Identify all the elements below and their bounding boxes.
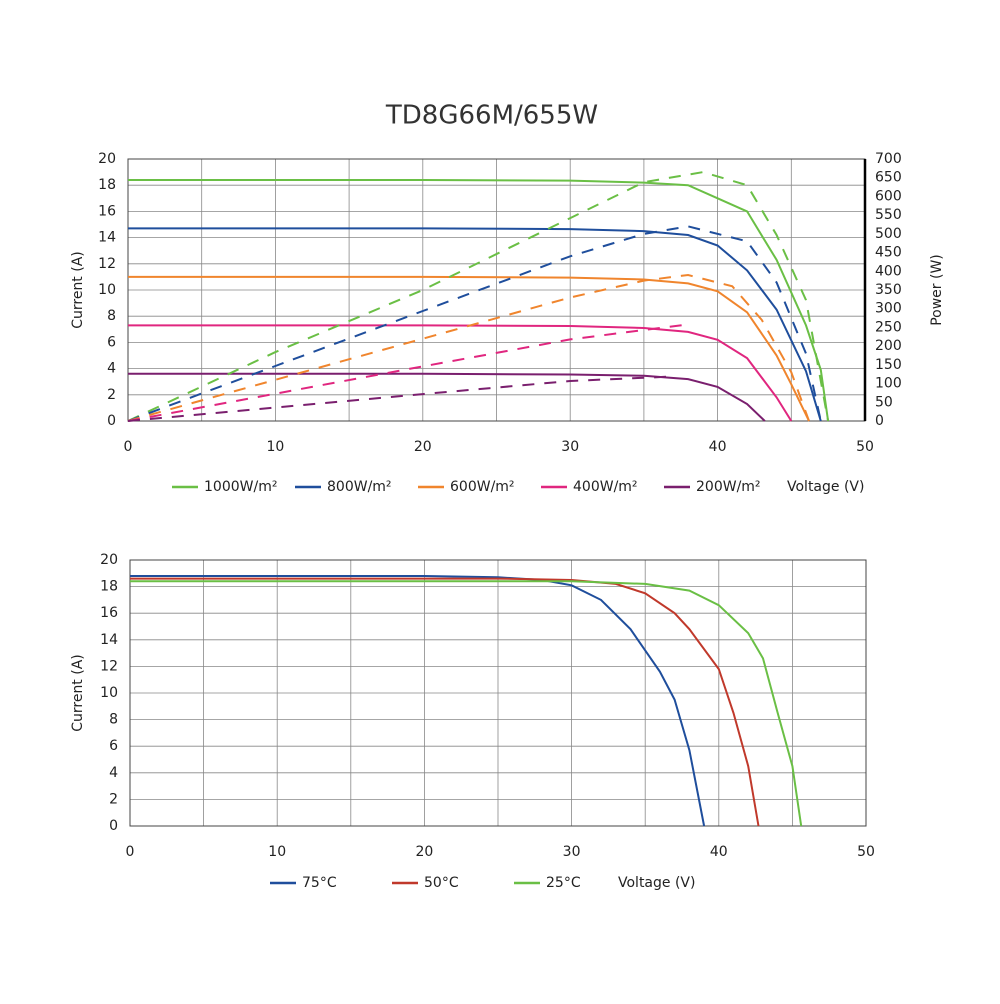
x-tick-label: 20 <box>415 844 433 860</box>
y-tick-label: 6 <box>107 334 116 350</box>
y-tick-label: 4 <box>107 361 116 377</box>
y-tick-label: 8 <box>107 308 116 324</box>
y-tick-label: 18 <box>98 177 116 193</box>
y2-tick-label: 250 <box>875 319 902 335</box>
y-tick-label: 16 <box>98 203 116 219</box>
x-tick-label: 40 <box>709 439 727 455</box>
y2-tick-label: 450 <box>875 245 902 261</box>
y-tick-label: 14 <box>100 632 118 648</box>
x-tick-label: 10 <box>268 844 286 860</box>
y-axis-label: Current (A) <box>70 654 86 732</box>
legend-label: 400W/m² <box>573 479 638 495</box>
legend-label: 800W/m² <box>327 479 392 495</box>
y-tick-label: 0 <box>107 413 116 429</box>
y-tick-label: 12 <box>98 256 116 272</box>
y-tick-label: 10 <box>98 282 116 298</box>
x-tick-label: 50 <box>856 439 874 455</box>
chart-title: TD8G66M/655W <box>385 101 598 131</box>
y2-tick-label: 150 <box>875 357 902 373</box>
y-tick-label: 20 <box>98 151 116 167</box>
legend-label: 75°C <box>302 875 337 891</box>
legend-label: 200W/m² <box>696 479 761 495</box>
y-tick-label: 18 <box>100 579 118 595</box>
y-tick-label: 20 <box>100 552 118 568</box>
y-tick-label: 14 <box>98 230 116 246</box>
y-tick-label: 8 <box>109 712 118 728</box>
x-tick-label: 50 <box>857 844 875 860</box>
x-tick-label: 0 <box>124 439 133 455</box>
y-tick-label: 2 <box>109 791 118 807</box>
x-tick-label: 30 <box>561 439 579 455</box>
y2-tick-label: 650 <box>875 170 902 186</box>
y-tick-label: 6 <box>109 738 118 754</box>
y2-tick-label: 300 <box>875 301 902 317</box>
series-line <box>127 273 810 422</box>
y2-tick-label: 500 <box>875 226 902 242</box>
y-axis-label: Current (A) <box>70 251 86 329</box>
y-tick-label: 16 <box>100 605 118 621</box>
series-line <box>127 375 667 422</box>
y2-tick-label: 400 <box>875 263 902 279</box>
y-tick-label: 12 <box>100 658 118 674</box>
series-line <box>127 323 689 422</box>
y2-tick-label: 50 <box>875 394 893 410</box>
y2-tick-label: 200 <box>875 338 902 354</box>
x-tick-label: 10 <box>266 439 284 455</box>
series-line <box>128 372 766 422</box>
y-tick-label: 10 <box>100 685 118 701</box>
legend-label: 50°C <box>424 875 459 891</box>
y2-axis-label: Power (W) <box>929 254 945 326</box>
x-axis-label: Voltage (V) <box>787 479 864 495</box>
series-line <box>128 275 810 422</box>
y-tick-label: 4 <box>109 765 118 781</box>
legend-label: 25°C <box>546 875 581 891</box>
x-axis-label: Voltage (V) <box>618 875 695 891</box>
series-line <box>130 575 706 827</box>
x-tick-label: 0 <box>126 844 135 860</box>
y2-tick-label: 550 <box>875 207 902 223</box>
y2-tick-label: 700 <box>875 151 902 167</box>
x-tick-label: 20 <box>414 439 432 455</box>
y2-tick-label: 350 <box>875 282 902 298</box>
plot-frame <box>129 559 867 827</box>
y-tick-label: 0 <box>109 818 118 834</box>
y2-tick-label: 100 <box>875 376 902 392</box>
legend-label: 600W/m² <box>450 479 515 495</box>
x-tick-label: 30 <box>563 844 581 860</box>
y-tick-label: 2 <box>107 387 116 403</box>
series-line <box>128 179 830 422</box>
series-line <box>127 171 830 422</box>
series-line <box>128 227 822 422</box>
y2-tick-label: 0 <box>875 413 884 429</box>
series-line <box>130 577 760 827</box>
y2-tick-label: 600 <box>875 188 902 204</box>
x-tick-label: 40 <box>710 844 728 860</box>
series-line <box>130 580 803 827</box>
legend-label: 1000W/m² <box>204 479 277 495</box>
